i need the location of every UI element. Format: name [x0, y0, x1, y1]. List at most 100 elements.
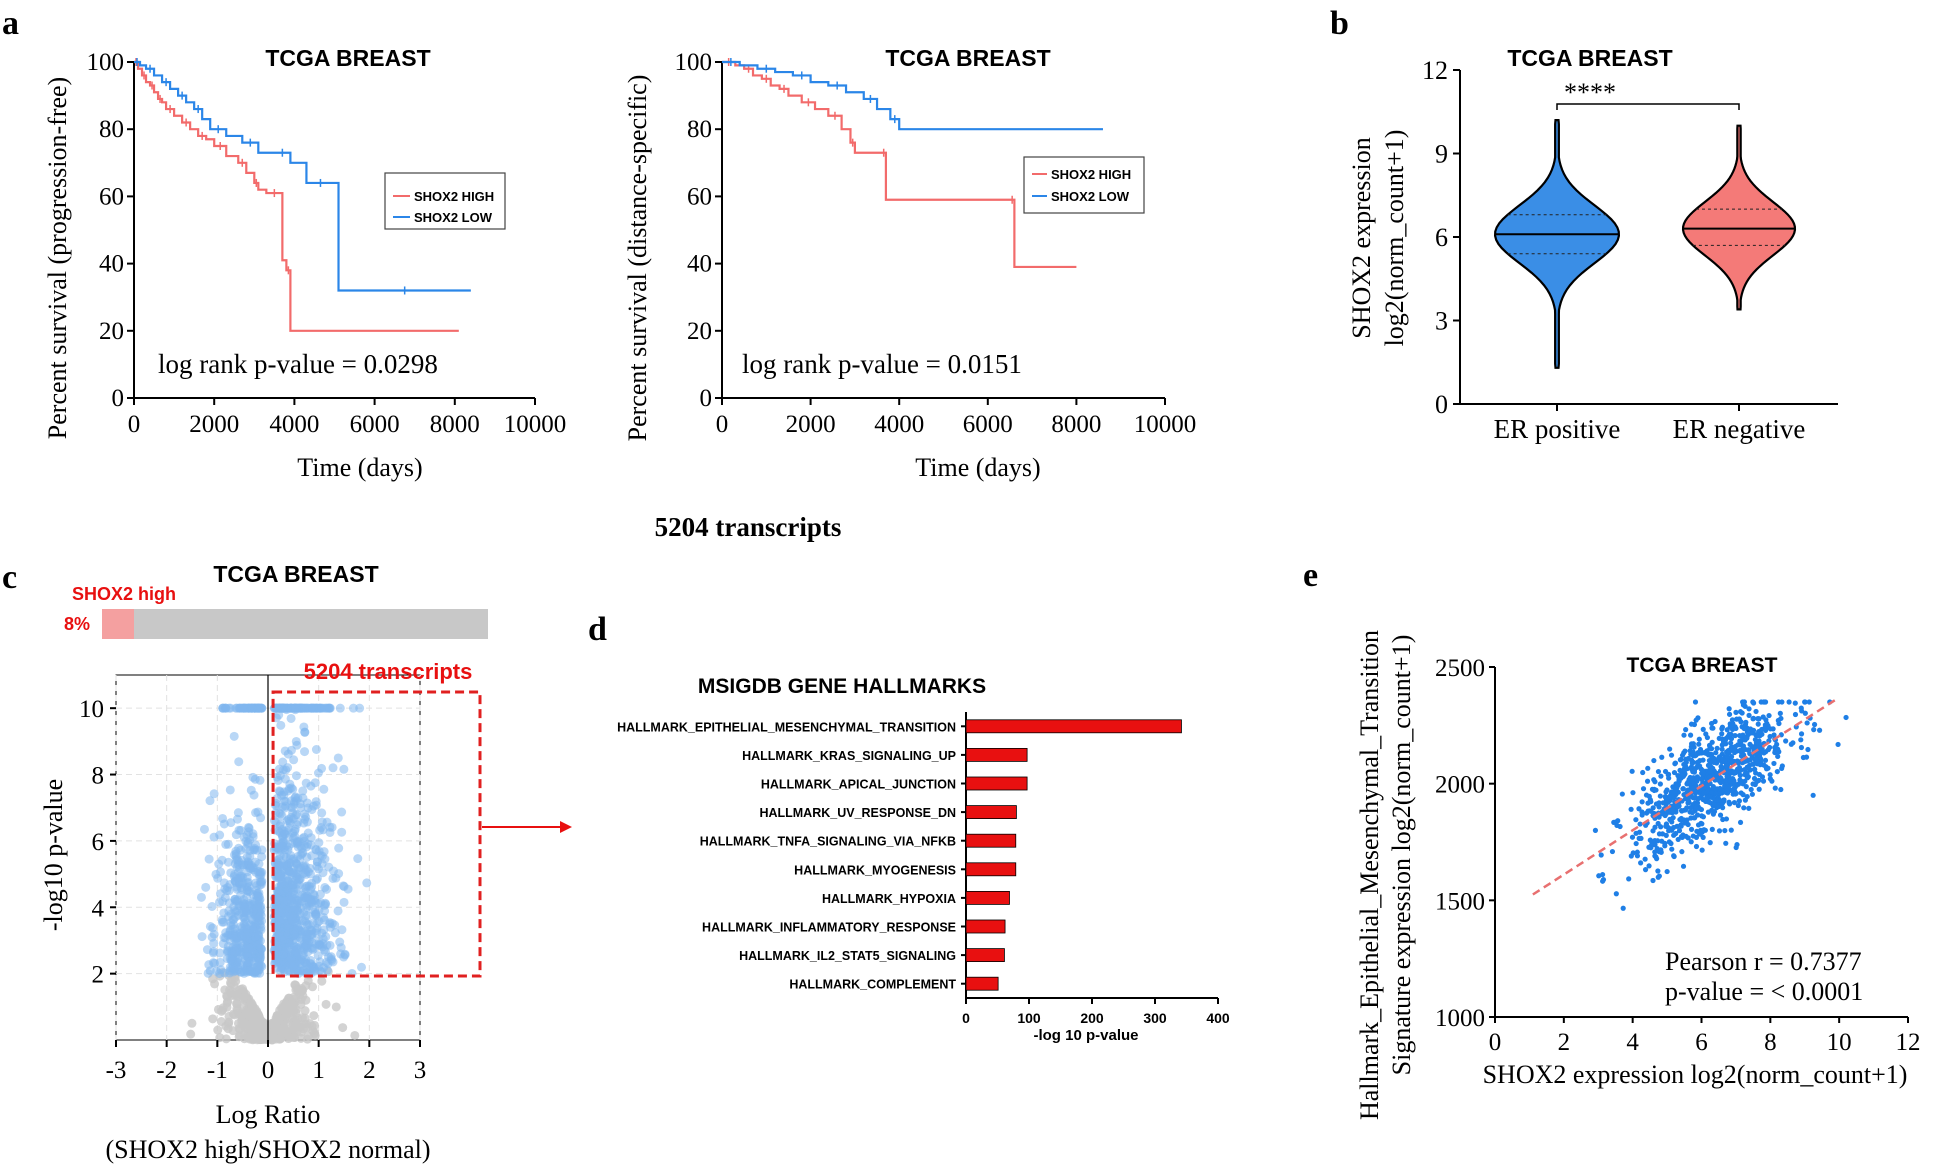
- scatter-point: [1718, 786, 1724, 792]
- km-chart-progression-free: 0 2000 4000 6000 8000 10000 0 20 40 60 80 100 TCGA …: [43, 45, 566, 482]
- scatter-point: [1810, 792, 1816, 798]
- point-nonsignificant: [241, 1009, 251, 1019]
- scatter-point: [1688, 826, 1695, 832]
- point-significant: [285, 939, 295, 949]
- point-nonsignificant: [243, 1031, 253, 1041]
- scatter-point: [1685, 798, 1692, 804]
- scatter-point: [1737, 738, 1743, 744]
- x-tick-label: 8000: [1051, 411, 1101, 438]
- point-nonsignificant: [331, 1002, 341, 1012]
- hallmark-label: HALLMARK_INFLAMMATORY_RESPONSE: [702, 921, 956, 935]
- point-significant: [301, 865, 311, 875]
- corr-ylabel-2: Signature expression log2(norm_count+1): [1387, 635, 1416, 1076]
- x-tick-label: -1: [207, 1057, 228, 1084]
- scatter-point: [1667, 816, 1673, 822]
- y-tick-label: 6: [92, 829, 105, 856]
- x-tick-label: 2: [363, 1057, 376, 1084]
- scatter-point: [1719, 726, 1725, 732]
- scatter-point: [1798, 731, 1805, 737]
- scatter-point: [1692, 789, 1698, 795]
- scatter-point: [1748, 786, 1754, 793]
- scatter-point: [1742, 766, 1748, 773]
- scatter-point: [1646, 844, 1652, 850]
- x-tick-label: -3: [106, 1057, 127, 1084]
- point-significant: [239, 968, 249, 978]
- point-significant: [334, 843, 344, 853]
- point-significant: [224, 886, 234, 896]
- scatter-point: [1680, 786, 1686, 792]
- point-nonsignificant: [233, 1005, 243, 1015]
- point-significant: [250, 932, 260, 942]
- scatter-point: [1740, 792, 1746, 798]
- point-significant: [241, 944, 251, 954]
- km-curve-high: [134, 60, 459, 332]
- scatter-point: [1726, 768, 1732, 774]
- point-significant: [315, 889, 325, 899]
- scatter-point: [1746, 712, 1752, 718]
- point-significant: [280, 801, 290, 811]
- point-nonsignificant: [252, 1006, 262, 1016]
- scatter-point: [1803, 754, 1810, 760]
- scatter-point: [1769, 778, 1775, 784]
- point-significant: [232, 906, 242, 916]
- point-significant: [233, 895, 243, 905]
- scatter-point: [1640, 786, 1647, 792]
- point-significant: [244, 822, 254, 832]
- point-significant: [253, 906, 263, 916]
- significance-bracket: [1556, 103, 1740, 110]
- x-tick-label: 200: [1080, 1010, 1104, 1026]
- point-significant: [254, 912, 264, 922]
- scatter-point: [1740, 702, 1746, 708]
- x-tick-label: 6: [1695, 1029, 1708, 1056]
- point-nonsignificant: [309, 1011, 319, 1021]
- point-significant: [306, 960, 316, 970]
- scatter-point: [1628, 806, 1634, 812]
- scatter-point: [1746, 747, 1752, 753]
- point-significant: [311, 744, 321, 754]
- point-significant: [215, 969, 225, 979]
- point-significant: [298, 786, 308, 796]
- point-nonsignificant: [276, 1023, 286, 1033]
- point-significant: [315, 825, 325, 835]
- scatter-point: [1714, 774, 1720, 780]
- scatter-point: [1638, 860, 1644, 866]
- x-tick-label: 0: [962, 1010, 970, 1026]
- point-significant: [255, 775, 265, 785]
- scatter-point: [1716, 803, 1722, 810]
- point-significant: [275, 872, 285, 882]
- panel-letter-b: b: [1330, 5, 1349, 42]
- point-significant: [319, 784, 329, 794]
- scatter-point: [1666, 839, 1672, 845]
- x-tick-label: 0: [716, 411, 729, 438]
- point-significant: [272, 861, 282, 871]
- scatter-point: [1700, 770, 1707, 776]
- point-significant: [299, 841, 309, 851]
- point-significant: [256, 922, 266, 932]
- scatter-point: [1639, 812, 1645, 818]
- point-nonsignificant: [255, 1018, 265, 1028]
- scatter-point: [1699, 775, 1705, 781]
- point-significant: [311, 911, 321, 921]
- scatter-point: [1682, 748, 1688, 754]
- point-significant: [272, 772, 282, 782]
- km1-ylabel: Percent survival (progression-free): [43, 77, 72, 439]
- scatter-point: [1732, 732, 1738, 739]
- point-significant: [283, 749, 293, 759]
- scatter-point: [1656, 831, 1663, 837]
- point-significant: [335, 703, 345, 713]
- point-significant: [307, 898, 317, 908]
- scatter-point: [1651, 787, 1657, 794]
- scatter-point: [1592, 827, 1599, 833]
- point-significant: [333, 753, 343, 763]
- scatter-point: [1779, 763, 1785, 769]
- scatter-point: [1651, 777, 1657, 783]
- scatter-point: [1790, 740, 1796, 746]
- y-tick-label: 2500: [1435, 655, 1485, 682]
- scatter-point: [1642, 856, 1648, 862]
- point-significant: [218, 897, 228, 907]
- scatter-point: [1671, 853, 1677, 859]
- km-curve-low: [722, 60, 1103, 131]
- scatter-point: [1798, 737, 1804, 743]
- scatter-point: [1723, 763, 1729, 769]
- point-significant: [196, 892, 206, 902]
